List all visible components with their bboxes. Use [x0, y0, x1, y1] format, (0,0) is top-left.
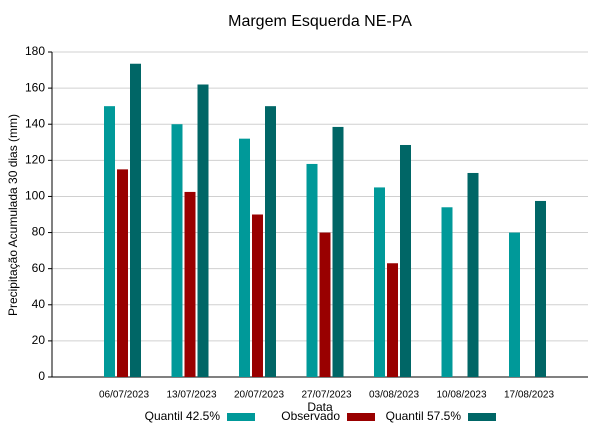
legend-label: Quantil 57.5%	[386, 409, 462, 423]
x-tick-label: 17/08/2023	[504, 390, 554, 401]
y-tick-label: 160	[25, 80, 45, 94]
bar	[184, 191, 196, 377]
bar	[387, 263, 398, 377]
y-axis-label: Precipitação Acumulada 30 dias (mm)	[6, 114, 20, 316]
legend-label: Quantil 42.5%	[145, 409, 221, 423]
y-tick-label: 180	[25, 44, 45, 58]
x-tick-label: 10/08/2023	[436, 390, 486, 401]
bar	[319, 232, 331, 377]
bar	[171, 124, 183, 377]
bar	[374, 187, 385, 377]
y-tick-label: 140	[25, 116, 45, 130]
y-tick-label: 20	[32, 333, 46, 347]
bar	[130, 63, 141, 377]
bar	[252, 214, 263, 377]
bar	[535, 200, 546, 377]
y-tick-label: 80	[32, 225, 46, 239]
x-tick-label: 03/08/2023	[369, 390, 419, 401]
x-axis-label: Data	[307, 400, 333, 414]
x-tick-label: 06/07/2023	[99, 390, 149, 401]
bar	[306, 163, 318, 377]
bar	[117, 169, 128, 377]
y-tick-label: 60	[32, 261, 46, 275]
legend-label: Observado	[281, 409, 340, 423]
x-tick-label: 13/07/2023	[166, 390, 216, 401]
legend-swatch	[468, 413, 496, 421]
chart-title: Margem Esquerda NE-PA	[228, 13, 412, 30]
bar	[104, 106, 115, 378]
bar	[467, 172, 479, 377]
y-tick-label: 100	[25, 189, 45, 203]
y-tick-label: 0	[38, 369, 45, 383]
legend-swatch	[347, 413, 375, 421]
legend-swatch	[227, 413, 255, 421]
bar	[441, 207, 453, 377]
x-tick-label: 20/07/2023	[234, 390, 284, 401]
y-tick-label: 120	[25, 153, 45, 167]
bar	[332, 126, 344, 377]
x-tick-label: 27/07/2023	[301, 390, 351, 401]
y-tick-label: 40	[32, 297, 46, 311]
bar	[197, 84, 209, 377]
bar	[509, 232, 520, 377]
bar	[265, 106, 276, 378]
bar	[239, 138, 250, 377]
bar	[400, 144, 411, 377]
